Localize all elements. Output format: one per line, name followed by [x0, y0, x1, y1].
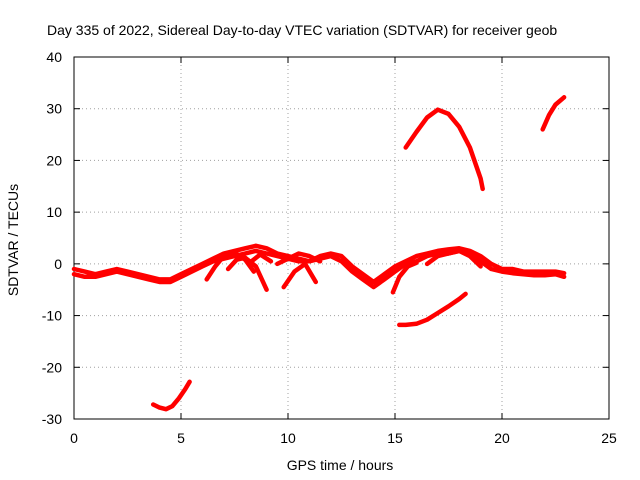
chart-title: Day 335 of 2022, Sidereal Day-to-day VTE… — [47, 22, 557, 38]
series-arc-2 — [397, 291, 468, 328]
series-arc-3 — [403, 107, 485, 192]
grid — [74, 57, 609, 419]
x-tick-label: 5 — [177, 430, 185, 446]
y-tick-label: -10 — [42, 308, 62, 324]
series-arc-main-a — [71, 243, 567, 285]
x-tick-label: 15 — [387, 430, 403, 446]
series-arc-low-1 — [150, 379, 192, 412]
series-arc-10 — [390, 260, 419, 295]
y-tick-label: 0 — [54, 256, 62, 272]
y-tick-label: -20 — [42, 359, 62, 375]
x-tick-labels: 0 5 10 15 20 25 — [70, 57, 617, 446]
y-tick-label: -30 — [42, 411, 62, 427]
series-arc-8 — [281, 261, 319, 290]
x-tick-label: 20 — [494, 430, 510, 446]
x-tick-label: 0 — [70, 430, 78, 446]
series-arc-11 — [424, 248, 483, 269]
y-tick-label: 10 — [46, 204, 62, 220]
series-arc-9 — [275, 251, 323, 267]
series-arc-6 — [225, 255, 269, 292]
y-tick-label: 30 — [46, 101, 62, 117]
y-axis-label: SDTVAR / TECUs — [5, 184, 21, 296]
y-tick-label: 40 — [46, 49, 62, 65]
series-arc-7 — [249, 252, 274, 264]
plot-frame — [73, 56, 610, 420]
x-tick-label: 25 — [601, 430, 617, 446]
series-layer — [71, 95, 567, 412]
y-tick-label: 20 — [46, 152, 62, 168]
x-axis-label: GPS time / hours — [287, 457, 394, 473]
series-arc-4 — [540, 95, 567, 132]
series-arc-main-b — [71, 248, 567, 290]
y-tick-labels: -30 -20 -10 0 10 20 30 40 — [42, 49, 609, 427]
x-tick-label: 10 — [280, 430, 296, 446]
